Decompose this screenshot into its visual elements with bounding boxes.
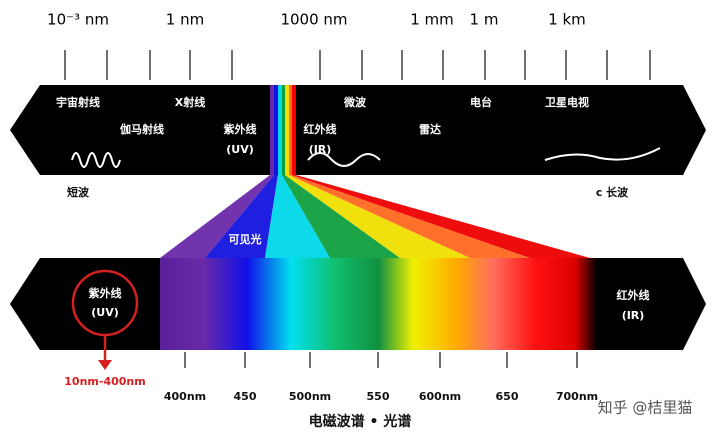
wavelength-axis: 400nm 450 500nm 550 600nm 650 700nm	[164, 352, 598, 403]
short-wave-label: 短波	[67, 185, 90, 199]
uv-name: 紫外线	[89, 286, 122, 300]
wavelength-label: 600nm	[419, 390, 461, 403]
band-label: 紫外线	[224, 122, 257, 136]
fan-green	[282, 175, 400, 258]
scale-label: 10⁻³ nm	[47, 11, 109, 29]
band-label: 雷达	[419, 122, 441, 136]
band-label: (UV)	[226, 143, 254, 156]
stripe	[282, 85, 285, 175]
band-label: 伽马射线	[120, 122, 164, 136]
caption: 电磁波谱 • 光谱	[309, 413, 412, 430]
band-label: X射线	[175, 95, 205, 109]
band-label: 卫星电视	[545, 95, 589, 109]
uv-range: 10nm-400nm	[64, 375, 145, 388]
band-label: (IR)	[309, 143, 332, 156]
scale-label: 1000 nm	[280, 11, 347, 29]
stripe	[274, 85, 278, 175]
wavelength-label: 650	[496, 390, 519, 403]
band-label: 电台	[470, 95, 492, 109]
fan-blue	[205, 175, 278, 258]
fan-yellow	[285, 175, 470, 258]
long-wave-label: c 长波	[596, 185, 629, 199]
stripe	[278, 85, 282, 175]
long-wave	[544, 147, 661, 161]
band-label: 宇宙射线	[56, 95, 100, 109]
scale-labels: 10⁻³ nm 1 nm 1000 nm 1 mm 1 m 1 km	[47, 11, 586, 29]
fan-violet	[160, 175, 274, 258]
top-rainbow	[270, 85, 296, 175]
scale-label: 1 m	[470, 11, 499, 29]
band-label: 红外线	[304, 122, 337, 136]
top-band	[10, 85, 706, 175]
band-label: 微波	[343, 95, 367, 109]
gamma-wave	[71, 152, 121, 168]
stripe	[292, 85, 296, 175]
wavelength-label: 550	[367, 390, 390, 403]
uv-abbr: (UV)	[91, 306, 119, 319]
fan-cyan	[265, 175, 330, 258]
stripe	[289, 85, 292, 175]
stripe	[285, 85, 289, 175]
ir-wave	[307, 152, 381, 167]
ir-name: 红外线	[617, 288, 650, 302]
scale-label: 1 mm	[410, 11, 454, 29]
visible-label: 可见光	[229, 232, 262, 246]
visible-spectrum	[160, 258, 597, 350]
visible-fan	[160, 175, 590, 258]
wavelength-label: 450	[234, 390, 257, 403]
scale-label: 1 km	[548, 11, 586, 29]
uv-arrow-head	[98, 360, 112, 370]
wavelength-label: 400nm	[164, 390, 206, 403]
scale-ticks	[64, 50, 651, 80]
fan-orange	[289, 175, 530, 258]
watermark: 知乎 @桔里猫	[598, 399, 693, 417]
fan-red	[292, 175, 590, 258]
scale-label: 1 nm	[166, 11, 204, 29]
ir-abbr: (IR)	[622, 309, 645, 322]
wavelength-label: 500nm	[289, 390, 331, 403]
wavelength-label: 700nm	[556, 390, 598, 403]
stripe	[270, 85, 274, 175]
